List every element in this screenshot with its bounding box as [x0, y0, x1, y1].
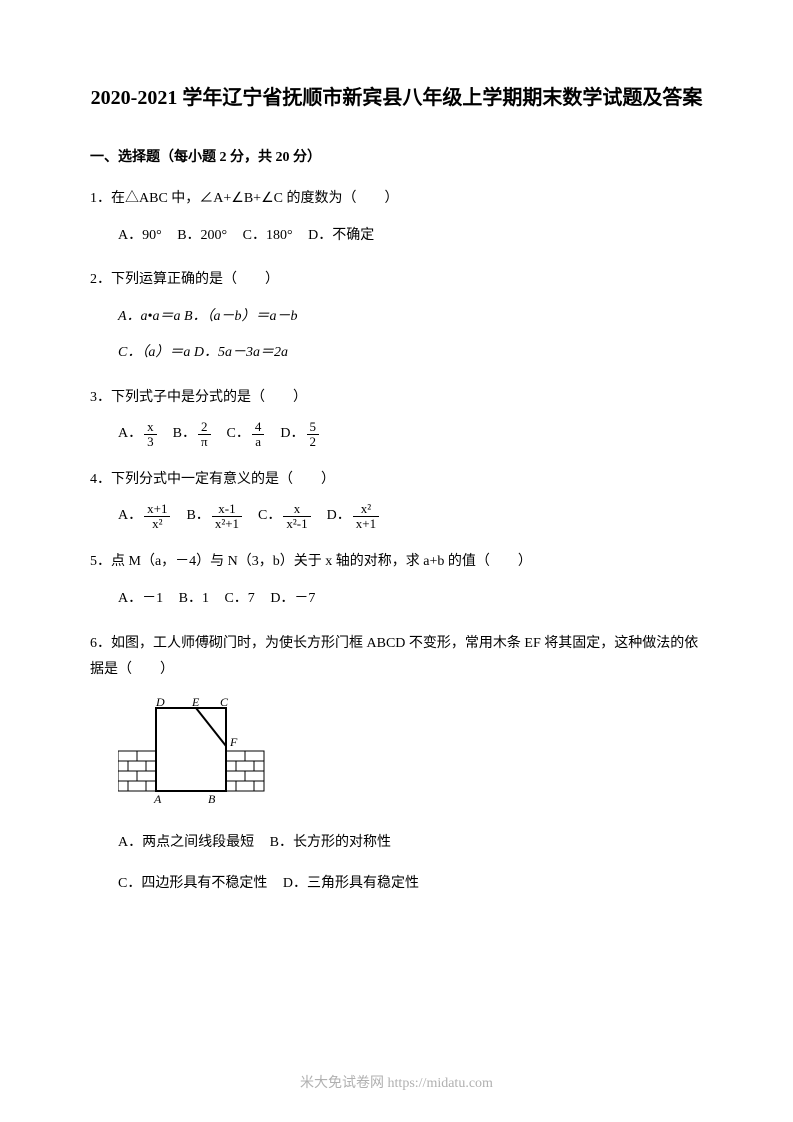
q3-b-num: 2 — [198, 420, 211, 435]
q1-opt-d: D．不确定 — [308, 228, 374, 243]
q3-a-den: 3 — [144, 435, 157, 449]
question-4: 4．下列分式中一定有意义的是（ ） A． x+1x² B． x-1x²+1 C．… — [90, 467, 703, 531]
q1-opt-c: C．180° — [243, 228, 293, 243]
q4-lab-c: C． — [258, 503, 281, 530]
label-e: E — [191, 696, 200, 709]
q1-opt-a: A．90° — [118, 228, 162, 243]
q3-lab-c: C． — [227, 421, 250, 448]
q2-opt-a: A．a•a＝a — [118, 309, 180, 324]
q6-opt-d: D．三角形具有稳定性 — [283, 876, 419, 891]
q1-opt-b: B．200° — [177, 228, 227, 243]
q6-text: 6．如图，工人师傅砌门时，为使长方形门框 ABCD 不变形，常用木条 EF 将其… — [90, 631, 703, 684]
label-f: F — [229, 735, 238, 749]
q2-opt-b: B．（a－b）＝a－b — [184, 309, 298, 324]
q4-opt-c: C． xx²-1 — [258, 502, 313, 532]
question-5: 5．点 M（a，－4）与 N（3，b）关于 x 轴的对称，求 a+b 的值（ ）… — [90, 549, 703, 612]
q3-d-den: 2 — [307, 435, 320, 449]
q4-opt-d: D． x²x+1 — [327, 502, 381, 532]
question-6: 6．如图，工人师傅砌门时，为使长方形门框 ABCD 不变形，常用木条 EF 将其… — [90, 631, 703, 898]
label-a: A — [153, 792, 162, 806]
q3-opt-a: A． x3 — [118, 420, 159, 450]
q4-lab-b: B． — [186, 503, 209, 530]
q2-opt-d: D．5a－3a＝2a — [194, 345, 288, 360]
q5-opt-c: C．7 — [224, 591, 254, 606]
q3-lab-a: A． — [118, 421, 142, 448]
q6-diagram: D E C F A B — [118, 696, 703, 817]
section-header: 一、选择题（每小题 2 分，共 20 分） — [90, 146, 703, 166]
q3-lab-b: B． — [173, 421, 196, 448]
q5-opt-b: B．1 — [179, 591, 209, 606]
q3-opt-c: C． 4a — [227, 420, 267, 450]
q3-d-num: 5 — [307, 420, 320, 435]
q3-text: 3．下列式子中是分式的是（ ） — [90, 385, 703, 412]
q3-options: A． x3 B． 2π C． 4a D． 52 — [90, 420, 703, 450]
q6-options-row1: A．两点之间线段最短 B．长方形的对称性 — [90, 830, 703, 857]
q4-d-num: x² — [353, 502, 379, 517]
q4-d-den: x+1 — [353, 517, 379, 531]
q1-text: 1．在△ABC 中，∠A+∠B+∠C 的度数为（ ） — [90, 186, 703, 213]
q3-a-num: x — [144, 420, 157, 435]
q5-opt-d: D．－7 — [270, 591, 315, 606]
question-2: 2．下列运算正确的是（ ） A．a•a＝a B．（a－b）＝a－b C．（a）＝… — [90, 267, 703, 367]
q5-text: 5．点 M（a，－4）与 N（3，b）关于 x 轴的对称，求 a+b 的值（ ） — [90, 549, 703, 576]
q4-text: 4．下列分式中一定有意义的是（ ） — [90, 467, 703, 494]
q2-text: 2．下列运算正确的是（ ） — [90, 267, 703, 294]
q2-opt-c: C．（a）＝a — [118, 345, 190, 360]
q3-c-den: a — [252, 435, 265, 449]
q4-a-num: x+1 — [144, 502, 170, 517]
q4-lab-a: A． — [118, 503, 142, 530]
q3-b-den: π — [198, 435, 211, 449]
label-d: D — [155, 696, 165, 709]
question-3: 3．下列式子中是分式的是（ ） A． x3 B． 2π C． 4a D． 52 — [90, 385, 703, 449]
q5-options: A．－1 B．1 C．7 D．－7 — [90, 586, 703, 613]
door-diagram-icon: D E C F A B — [118, 696, 268, 806]
q4-b-num: x-1 — [212, 502, 242, 517]
q3-opt-b: B． 2π — [173, 420, 213, 450]
q6-opt-c: C．四边形具有不稳定性 — [118, 876, 267, 891]
page-title: 2020-2021 学年辽宁省抚顺市新宾县八年级上学期期末数学试题及答案 — [90, 80, 703, 116]
q6-opt-b: B．长方形的对称性 — [270, 835, 391, 850]
label-c: C — [220, 696, 229, 709]
q2-options-row1: A．a•a＝a B．（a－b）＝a－b — [90, 304, 703, 331]
q4-lab-d: D． — [327, 503, 351, 530]
q3-lab-d: D． — [280, 421, 304, 448]
question-1: 1．在△ABC 中，∠A+∠B+∠C 的度数为（ ） A．90° B．200° … — [90, 186, 703, 249]
q4-c-den: x²-1 — [283, 517, 310, 531]
footer-watermark: 米大免试卷网 https://midatu.com — [0, 1072, 793, 1092]
q6-options-row2: C．四边形具有不稳定性 D．三角形具有稳定性 — [90, 871, 703, 898]
q3-c-num: 4 — [252, 420, 265, 435]
q2-options-row2: C．（a）＝a D．5a－3a＝2a — [90, 340, 703, 367]
q6-opt-a: A．两点之间线段最短 — [118, 835, 254, 850]
q4-b-den: x²+1 — [212, 517, 242, 531]
q4-opt-a: A． x+1x² — [118, 502, 172, 532]
q3-opt-d: D． 52 — [280, 420, 321, 450]
q4-c-num: x — [283, 502, 310, 517]
q4-a-den: x² — [144, 517, 170, 531]
q4-options: A． x+1x² B． x-1x²+1 C． xx²-1 D． x²x+1 — [90, 502, 703, 532]
label-b: B — [208, 792, 216, 806]
q5-opt-a: A．－1 — [118, 591, 163, 606]
q4-opt-b: B． x-1x²+1 — [186, 502, 244, 532]
q1-options: A．90° B．200° C．180° D．不确定 — [90, 223, 703, 250]
